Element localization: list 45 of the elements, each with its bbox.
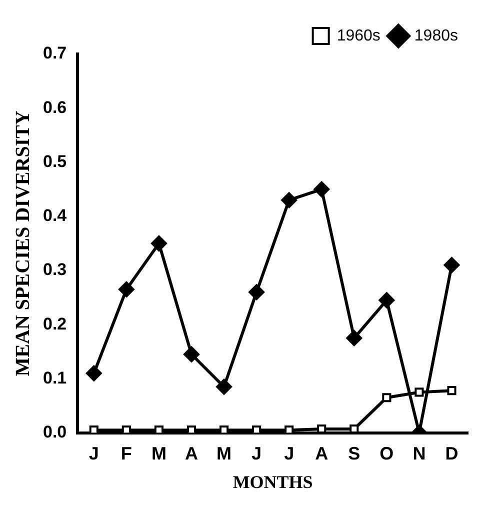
point [219,426,229,433]
y-tick-label: 0.6 [42,98,67,117]
x-tick-label: M [151,444,166,464]
point [378,292,395,308]
point [216,378,232,395]
point [281,192,298,208]
x-tick-label: M [216,444,232,464]
x-tick-label: J [284,444,294,464]
y-tick-label: 0.7 [42,44,67,63]
point [89,426,98,433]
point [414,388,424,397]
point [314,181,330,198]
x-tick-label: A [184,444,198,464]
point [444,257,460,274]
y-tick-label: 0.0 [42,422,67,442]
x-tick-label: A [315,444,328,464]
x-axis-title: MONTHS [232,472,313,492]
x-tick-label: D [445,444,458,464]
point [122,426,131,433]
legend-label: 1960s [336,27,380,44]
point [183,346,200,362]
x-tick-label: J [252,444,262,464]
point [346,330,362,346]
point [284,426,294,433]
y-axis-title: MEAN SPECIES DIVERSITY [12,110,34,376]
y-tick-label: 0.2 [42,314,67,334]
point [447,386,456,396]
x-tick-label: O [380,444,394,464]
point [382,393,392,402]
point [154,426,164,433]
x-tick-label: S [348,444,360,464]
y-tick-label: 0.4 [42,206,68,226]
point [252,426,262,433]
y-tick-label: 0.3 [42,260,67,280]
point [86,365,102,382]
point [150,235,167,252]
y-tick-label: 0.1 [42,368,67,388]
x-tick-label: J [88,444,99,464]
point [248,284,265,300]
x-tick-label: N [412,444,426,464]
point [118,281,134,298]
legend-label: 1980s [414,27,458,44]
y-tick-label: 0.5 [42,152,67,171]
point [186,426,196,433]
x-tick-label: F [120,444,132,464]
